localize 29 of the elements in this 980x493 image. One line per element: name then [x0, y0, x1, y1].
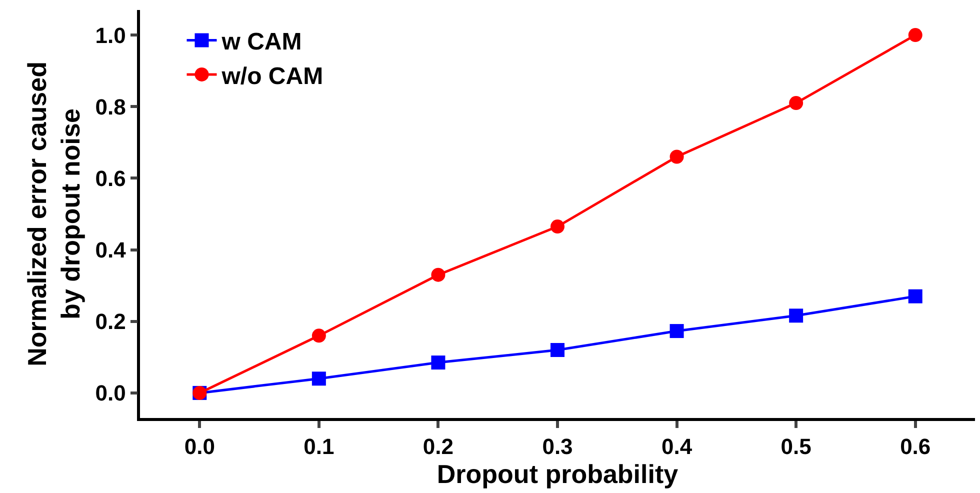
- x-tick-label: 0.4: [661, 434, 693, 460]
- x-tick-label: 0.6: [900, 434, 931, 460]
- y-tick-label: 0.8: [95, 94, 126, 120]
- x-tick-label: 0.1: [304, 434, 334, 460]
- point: [908, 289, 922, 304]
- y-tick-label: 0.4: [95, 237, 127, 262]
- point: [550, 220, 564, 234]
- y-tick-label: 0.0: [95, 380, 126, 406]
- legend-label: w/o CAM: [220, 62, 324, 90]
- point: [550, 343, 564, 357]
- point: [431, 356, 446, 370]
- point: [431, 268, 446, 282]
- x-tick-label: 0.3: [542, 434, 573, 460]
- x-tick-label: 0.2: [422, 434, 454, 460]
- x-axis-title: Dropout probability: [436, 459, 679, 490]
- y-tick-label: 0.6: [95, 166, 126, 191]
- point: [670, 324, 684, 338]
- point: [789, 308, 804, 323]
- x-tick-label: 0.0: [184, 434, 215, 460]
- legend-label: w CAM: [220, 28, 302, 56]
- point: [312, 372, 326, 386]
- point: [789, 96, 804, 110]
- point: [312, 328, 326, 343]
- y-tick-label: 1.0: [95, 22, 126, 48]
- point: [908, 28, 922, 42]
- x-tick-label: 0.5: [780, 434, 812, 460]
- y-axis-title: Normalized error caused by dropout noise: [22, 62, 86, 366]
- point: [670, 150, 684, 164]
- y-tick-label: 0.2: [95, 309, 126, 334]
